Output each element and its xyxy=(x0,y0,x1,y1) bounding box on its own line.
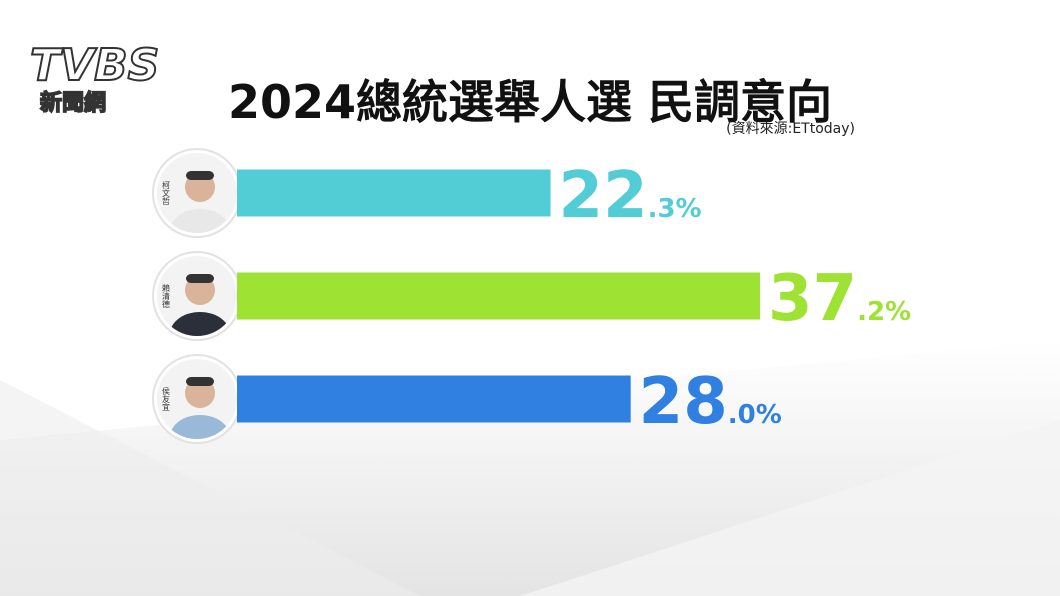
value-label: 28.0% xyxy=(639,365,782,439)
bar xyxy=(237,375,631,423)
category-label: 侯友宜 xyxy=(162,387,171,411)
value-label: 22.3% xyxy=(559,159,702,233)
background-shape xyxy=(520,420,1060,596)
portrait-hair xyxy=(186,274,214,283)
portrait xyxy=(170,377,230,439)
portrait-hair xyxy=(186,171,214,180)
value-label-integer: 37 xyxy=(768,262,857,336)
portrait-body xyxy=(170,209,230,233)
category-label: 柯文哲 xyxy=(162,180,171,206)
value-label: 37.2% xyxy=(768,262,911,336)
bar xyxy=(237,272,761,320)
portrait-body xyxy=(170,415,230,439)
chart-subtitle: (資料來源:ETtoday) xyxy=(726,121,855,137)
value-label-integer: 28 xyxy=(639,365,728,439)
value-label-decimal: .3% xyxy=(648,194,702,224)
category-label: 賴清德 xyxy=(162,283,171,309)
chart-title: 2024總統選舉人選 民調意向 xyxy=(228,75,832,129)
portrait-body xyxy=(170,312,230,336)
background-shape xyxy=(0,380,420,596)
value-label-decimal: .0% xyxy=(728,400,782,430)
value-label-integer: 22 xyxy=(559,159,648,233)
portrait xyxy=(170,171,230,233)
logo-brand: TVBS xyxy=(30,40,159,91)
value-label-decimal: .2% xyxy=(857,297,911,327)
logo: TVBS 新聞網 xyxy=(29,39,160,117)
portrait xyxy=(170,274,230,336)
portrait-hair xyxy=(186,377,214,386)
bar xyxy=(237,169,551,217)
logo-sub: 新聞網 xyxy=(40,90,106,116)
